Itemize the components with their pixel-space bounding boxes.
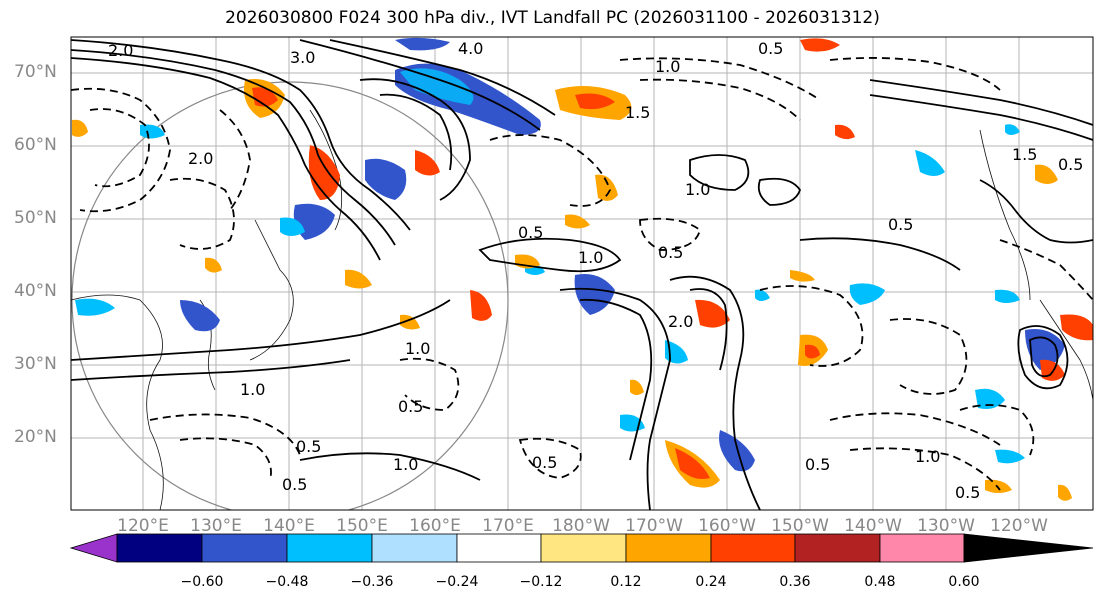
lon-label: 130°E (190, 516, 242, 536)
lat-label: 20°N (14, 427, 57, 447)
colorbar-segment (286, 533, 373, 563)
contour-label: 0.5 (282, 475, 307, 494)
colorbar-tick-label: 0.12 (610, 574, 642, 590)
gridlines (71, 37, 1093, 510)
lon-label: 160°E (409, 516, 461, 536)
contour-label: 0.5 (518, 223, 543, 242)
colorbar-segment (879, 533, 965, 563)
positive-divergence-shading (72, 38, 1093, 501)
colorbar-extend-left (69, 533, 118, 563)
contour-label: 1.0 (578, 248, 603, 267)
contour-label: 0.5 (398, 397, 423, 416)
colorbar-tick-label: −0.24 (435, 574, 479, 590)
lat-label: 50°N (14, 208, 57, 228)
contour-label: 0.5 (805, 455, 830, 474)
contour-label: 1.0 (393, 455, 418, 474)
contour-label: 1.0 (405, 339, 430, 358)
contour-label: 1.0 (685, 180, 710, 199)
lon-label: 170°W (625, 516, 683, 536)
lon-label: 130°W (917, 516, 975, 536)
contour-label: 0.5 (1058, 155, 1083, 174)
contour-label: 1.5 (1012, 145, 1037, 164)
contour-label: 4.0 (458, 39, 483, 58)
colorbar-extend-right (963, 533, 1094, 563)
lon-label: 150°W (771, 516, 829, 536)
colorbar-segment (710, 533, 796, 563)
contour-label: 0.5 (888, 215, 913, 234)
contour-labels: 4.0 0.5 3.0 2.0 1.0 1.5 0.5 1.0 2.0 0.5 … (108, 39, 1083, 502)
colorbar-segment (116, 533, 203, 563)
contour-label: 1.5 (625, 103, 650, 122)
contour-label: 1.0 (915, 447, 940, 466)
contour-label: 1.0 (655, 57, 680, 76)
colorbar (69, 533, 1094, 563)
contour-label: 0.5 (758, 39, 783, 58)
ivt-contours-dashed (71, 57, 1093, 491)
colorbar-tick-label: −0.60 (180, 574, 224, 590)
contour-label: 2.0 (668, 312, 693, 331)
lon-label: 120°E (117, 516, 169, 536)
contour-label: 0.5 (658, 243, 683, 262)
colorbar-tick-label: −0.12 (519, 574, 563, 590)
contour-label: 3.0 (290, 48, 315, 67)
contour-label: 2.0 (188, 149, 213, 168)
lat-label: 70°N (14, 62, 57, 82)
lon-label: 170°E (482, 516, 534, 536)
coastlines (71, 109, 1093, 510)
contour-label: 2.0 (108, 41, 133, 60)
colorbar-segment (456, 533, 542, 563)
map-frame (70, 36, 1094, 511)
contour-label: 0.5 (955, 483, 980, 502)
colorbar-segment (201, 533, 288, 563)
lon-label: 140°W (844, 516, 902, 536)
lon-label: 150°E (336, 516, 388, 536)
colorbar-segment (625, 533, 712, 563)
contour-label: 1.0 (240, 380, 265, 399)
lat-label: 30°N (14, 354, 57, 374)
lat-label: 60°N (14, 135, 57, 155)
contour-label: 0.5 (296, 437, 321, 456)
colorbar-tick-label: 0.36 (779, 574, 811, 590)
lat-label: 40°N (14, 281, 57, 301)
ivt-contours-solid (71, 39, 1093, 510)
colorbar-segment (371, 533, 458, 563)
figure-title: 2026030800 F024 300 hPa div., IVT Landfa… (225, 8, 880, 28)
colorbar-tick-label: 0.48 (864, 574, 896, 590)
colorbar-segment (794, 533, 881, 563)
colorbar-tick-label: 0.60 (948, 574, 980, 590)
lon-label: 120°W (990, 516, 1048, 536)
colorbar-tick-label: 0.24 (695, 574, 727, 590)
lon-label: 160°W (698, 516, 756, 536)
map-field: 4.0 0.5 3.0 2.0 1.0 1.5 0.5 1.0 2.0 0.5 … (71, 37, 1093, 510)
lon-label: 180°W (552, 516, 610, 536)
colorbar-segment (540, 533, 627, 563)
lon-label: 140°E (263, 516, 315, 536)
contour-label: 0.5 (532, 453, 557, 472)
colorbar-tick-label: −0.36 (350, 574, 394, 590)
colorbar-tick-label: −0.48 (265, 574, 309, 590)
